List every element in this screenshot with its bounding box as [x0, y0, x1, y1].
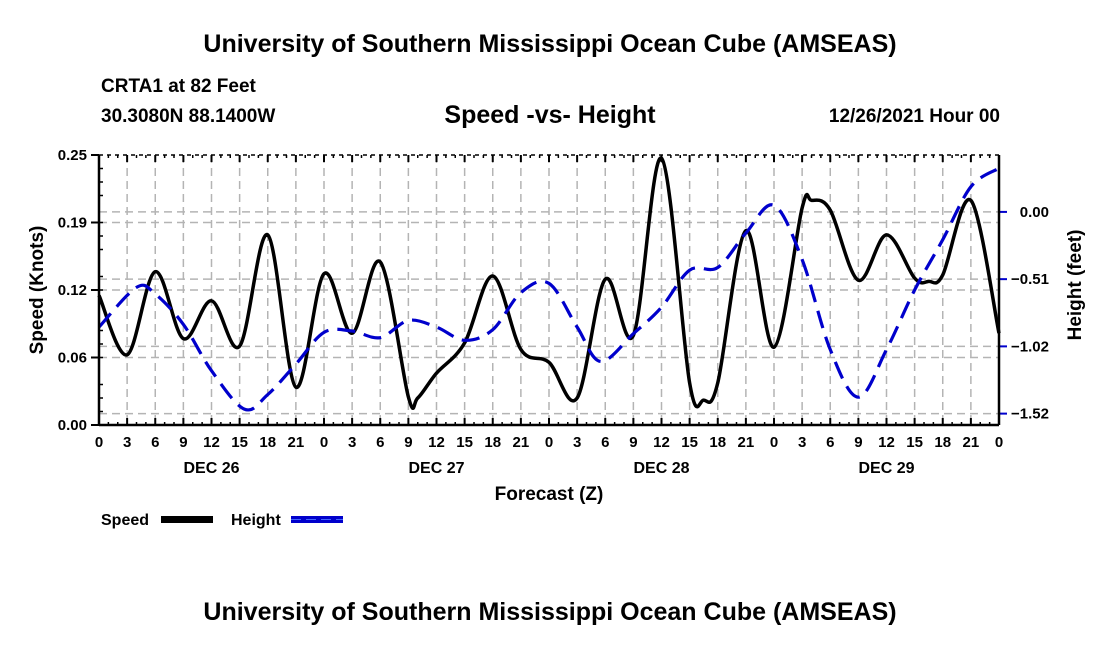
- main-title: University of Southern Mississippi Ocean…: [203, 30, 897, 58]
- y-tick-label: 0.06: [58, 350, 87, 367]
- legend: Speed Height: [101, 512, 343, 529]
- y-tick-label: 0.12: [58, 282, 87, 299]
- y2-axis-title: Height (feet): [1065, 230, 1086, 341]
- day-label: DEC 29: [858, 460, 914, 477]
- x-tick-label: 15: [231, 434, 248, 451]
- x-tick-label: 6: [601, 434, 609, 451]
- coordinates-label: 30.3080N 88.1400W: [101, 106, 276, 127]
- x-tick-label: 18: [484, 434, 501, 451]
- x-tick-label: 3: [798, 434, 806, 451]
- x-tick-label: 18: [709, 434, 726, 451]
- x-tick-label: 9: [179, 434, 187, 451]
- day-label: DEC 27: [408, 460, 464, 477]
- x-tick-label: 15: [681, 434, 698, 451]
- x-tick-label: 18: [259, 434, 276, 451]
- x-tick-label: 12: [878, 434, 895, 451]
- y-tick-label: 0.19: [58, 215, 87, 232]
- x-tick-label: 12: [203, 434, 220, 451]
- grid: [99, 155, 999, 425]
- x-tick-label: 21: [513, 434, 530, 451]
- x-tick-label: 0: [995, 434, 1003, 451]
- x-tick-label: 21: [288, 434, 305, 451]
- x-tick-label: 3: [573, 434, 581, 451]
- y2-tick-label: −1.02: [1011, 338, 1049, 355]
- day-label: DEC 26: [183, 460, 239, 477]
- series-layer: [97, 156, 1001, 412]
- footer-title: University of Southern Mississippi Ocean…: [203, 598, 897, 626]
- x-tick-label: 9: [854, 434, 862, 451]
- series-line-height: [97, 166, 1000, 412]
- y2-tick-label: 0.00: [1020, 204, 1049, 221]
- x-tick-label: 6: [826, 434, 834, 451]
- day-label: DEC 28: [633, 460, 689, 477]
- x-tick-label: 9: [629, 434, 637, 451]
- x-tick-label: 3: [123, 434, 131, 451]
- x-tick-label: 0: [320, 434, 328, 451]
- x-tick-label: 15: [456, 434, 473, 451]
- x-tick-label: 9: [404, 434, 412, 451]
- x-tick-label: 0: [545, 434, 553, 451]
- legend-swatch-height: [291, 516, 343, 523]
- y-tick-label: 0.00: [58, 417, 87, 434]
- x-tick-label: 15: [906, 434, 923, 451]
- station-label: CRTA1 at 82 Feet: [101, 76, 256, 97]
- x-tick-label: 3: [348, 434, 356, 451]
- x-tick-label: 18: [934, 434, 951, 451]
- x-tick-label: 12: [428, 434, 445, 451]
- y-tick-label: 0.25: [58, 147, 87, 164]
- x-tick-label: 0: [770, 434, 778, 451]
- y2-tick-label: −0.51: [1011, 271, 1049, 288]
- legend-label-speed: Speed: [101, 512, 149, 529]
- x-tick-label: 0: [95, 434, 103, 451]
- x-tick-label: 6: [151, 434, 159, 451]
- legend-swatch-speed: [161, 516, 213, 523]
- x-tick-label: 21: [963, 434, 980, 451]
- legend-label-height: Height: [231, 512, 281, 529]
- chart-title: Speed -vs- Height: [444, 101, 656, 129]
- y2-tick-label: −1.52: [1011, 406, 1049, 423]
- y-axis-title: Speed (Knots): [27, 226, 48, 355]
- axes: 0 3 6 9 12 15 18 21 0 3 6 9 12 15 18 21 0 3 6 9 12 15 18 21 0 3 6 9…: [58, 147, 1049, 477]
- forecast-datetime: 12/26/2021 Hour 00: [828, 106, 1000, 127]
- x-tick-label: 12: [653, 434, 670, 451]
- x-axis-title: Forecast (Z): [495, 484, 604, 505]
- series-line-speed: [97, 156, 1001, 411]
- x-tick-label: 21: [738, 434, 755, 451]
- x-tick-label: 6: [376, 434, 384, 451]
